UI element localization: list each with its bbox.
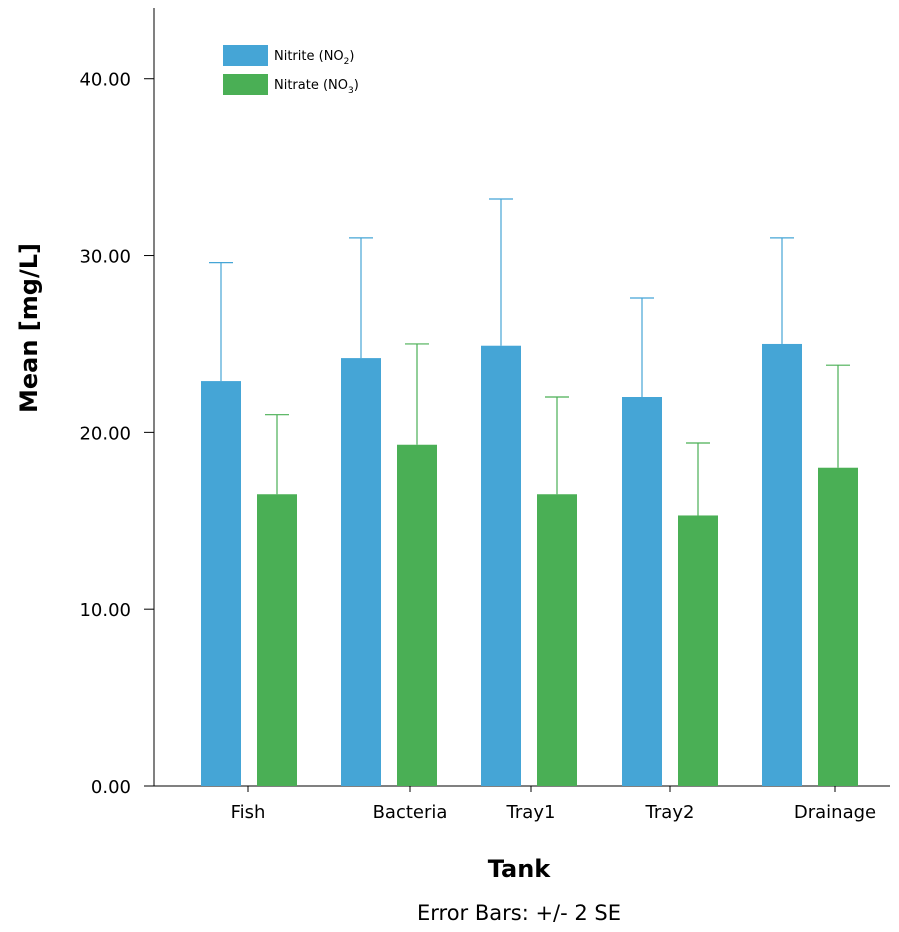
y-axis-title: Mean [mg/L] — [15, 243, 43, 413]
bar-tray1-series-1 — [481, 345, 521, 786]
x-tick-label: Tray2 — [645, 802, 695, 823]
bar-series — [201, 198, 858, 786]
x-tick-label: Fish — [231, 802, 266, 823]
bar-bacteria-series-1 — [341, 358, 381, 786]
legend-label: Nitrate (NO3) — [274, 78, 359, 96]
bar-bacteria-series-2 — [397, 444, 437, 786]
legend-swatch — [223, 45, 268, 66]
bar-tray1-series-2 — [537, 494, 577, 786]
bar-fish-series-2 — [257, 494, 297, 786]
error-bars-note: Error Bars: +/- 2 SE — [417, 901, 621, 925]
bar-drainage-series-2 — [818, 467, 858, 786]
y-tick-label: 10.00 — [79, 600, 131, 621]
legend-swatch — [223, 74, 268, 95]
x-tick-label: Tray1 — [506, 802, 556, 823]
x-axis-title: Tank — [488, 855, 552, 883]
x-tick-label: Drainage — [794, 802, 876, 823]
legend: Nitrite (NO2) Nitrate (NO3) — [223, 45, 359, 96]
y-tick-label: 30.00 — [79, 247, 131, 268]
legend-label: Nitrite (NO2) — [274, 49, 354, 67]
bar-fish-series-1 — [201, 381, 241, 786]
x-axis-ticks: Fish Bacteria Tray1 Tray2 Drainage — [231, 786, 876, 823]
bar-tray2-series-1 — [622, 397, 662, 786]
y-tick-label: 40.00 — [79, 70, 131, 91]
plot-area: 0.00 10.00 20.00 30.00 40.00 Fish Bacteria Tra… — [79, 8, 890, 823]
y-tick-label: 20.00 — [79, 423, 131, 444]
bar-tray2-series-2 — [678, 515, 718, 786]
y-tick-label: 0.00 — [91, 777, 131, 798]
bar-drainage-series-1 — [762, 343, 802, 786]
x-tick-label: Bacteria — [373, 802, 448, 823]
y-axis-ticks: 0.00 10.00 20.00 30.00 40.00 — [79, 70, 154, 798]
